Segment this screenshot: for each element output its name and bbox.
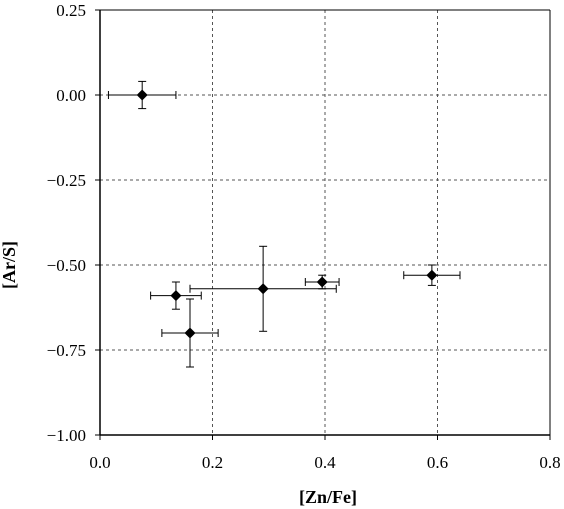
y-tick-label: −0.25 — [47, 171, 86, 190]
error-bars — [107, 80, 461, 368]
axes — [95, 9, 551, 440]
data-point — [257, 283, 269, 295]
data-point — [184, 327, 196, 339]
y-tick-label: −0.75 — [47, 341, 86, 360]
x-tick-label: 0.6 — [427, 453, 448, 472]
x-tick-label: 0.8 — [539, 453, 560, 472]
data-point — [316, 276, 328, 288]
y-tick-label: −0.50 — [47, 256, 86, 275]
data-point — [426, 269, 438, 281]
grid — [100, 10, 550, 435]
x-tick-label: 0.4 — [314, 453, 336, 472]
data-points — [136, 89, 438, 339]
y-tick-labels: 0.25 0.00 −0.25 −0.50 −0.75 −1.00 — [47, 1, 86, 445]
x-tick-label: 0.0 — [89, 453, 110, 472]
x-tick-labels: 0.0 0.2 0.4 0.6 0.8 — [89, 453, 560, 472]
data-point — [136, 89, 148, 101]
x-axis-title: [Zn/Fe] — [299, 487, 357, 507]
y-axis-title: [Ar/S] — [0, 241, 19, 289]
x-tick-label: 0.2 — [202, 453, 223, 472]
y-tick-label: 0.25 — [56, 1, 86, 20]
data-point — [170, 290, 182, 302]
y-tick-label: 0.00 — [56, 86, 86, 105]
y-tick-label: −1.00 — [47, 426, 86, 445]
